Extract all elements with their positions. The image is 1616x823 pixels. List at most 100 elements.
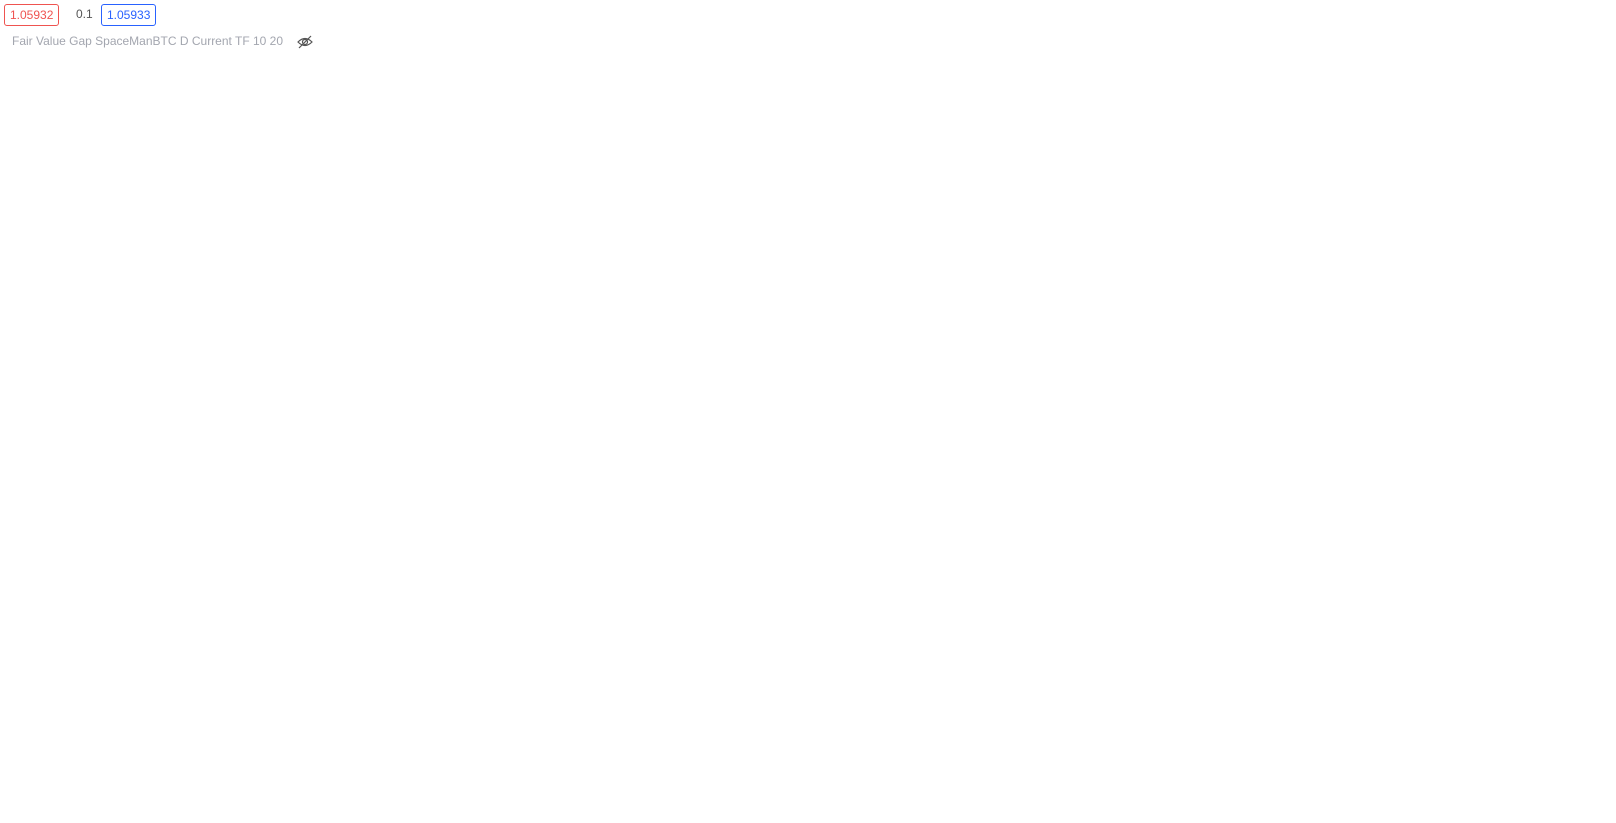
candle-body (1027, 411, 1033, 425)
candle-body (187, 204, 193, 210)
candle-body (1251, 629, 1257, 641)
y-tick-label: 1.11000 (1515, 395, 1558, 409)
candle-body (250, 166, 256, 171)
candle-body (1174, 644, 1180, 667)
candle-body (1237, 694, 1243, 712)
candle-body (40, 86, 46, 98)
candle-body (775, 263, 781, 272)
candle-body (1195, 644, 1201, 650)
ask-box[interactable]: 1.05933 (101, 4, 157, 26)
candle-body (439, 295, 445, 309)
candle-body (992, 452, 998, 458)
candle-body (530, 329, 536, 346)
candle-body (425, 317, 431, 322)
candle-body (1216, 649, 1222, 667)
candle-body (1202, 644, 1208, 658)
candle-body (999, 457, 1005, 460)
candle-body (740, 325, 746, 348)
candle-body (411, 353, 417, 361)
candle-body (565, 310, 571, 313)
candle-body (460, 312, 466, 324)
candle-body (334, 187, 340, 190)
candle-body (600, 308, 606, 324)
level-label-box (1504, 689, 1564, 706)
candle-body (579, 299, 585, 322)
candle-body (670, 286, 676, 309)
candle-body (964, 420, 970, 447)
candle-body (1244, 640, 1250, 695)
current-price-box (1504, 613, 1566, 644)
y-tick-label: 1.16000 (1515, 180, 1559, 194)
candle-body (397, 321, 403, 337)
indicator-label: Fair Value Gap SpaceManBTC D Current TF … (12, 34, 284, 48)
candle-body (348, 239, 354, 251)
candle-body (782, 265, 788, 272)
y-tick-label: 1.17000 (1515, 137, 1559, 151)
candle-body (1104, 541, 1110, 546)
candle-body (649, 245, 655, 253)
candle-body (586, 286, 592, 300)
bid-box[interactable]: 1.05932 (4, 4, 60, 26)
candle-body (138, 150, 144, 188)
candle-body (859, 351, 865, 371)
candle-body (54, 90, 60, 95)
candle-body (684, 295, 690, 309)
candle-body (194, 207, 200, 210)
candle-body (432, 295, 438, 322)
candle-body (1146, 610, 1152, 654)
candle-body (831, 291, 837, 309)
candle-body (481, 297, 487, 309)
y-tick-label: 1.13000 (1515, 309, 1559, 323)
y-tick-label: 1.04000 (1515, 697, 1559, 711)
candle-body (726, 360, 732, 387)
candle-body (705, 312, 711, 330)
candle-body (1090, 502, 1096, 522)
y-tick-label: 1.14000 (1515, 266, 1559, 280)
candle-body (117, 133, 123, 149)
candle-body (110, 146, 116, 149)
candle-body (943, 435, 949, 453)
candle-body (180, 204, 186, 212)
candle-body (1020, 377, 1026, 412)
y-tick-label: 1.10000 (1515, 439, 1559, 453)
candle-body (894, 420, 900, 499)
candle-body (201, 207, 207, 218)
candle-body (12, 73, 18, 89)
y-tick-label: 1.06000 (1515, 611, 1559, 625)
level-label: 1.04174 (1512, 690, 1556, 704)
candle-body (327, 187, 333, 197)
candle-body (68, 92, 74, 98)
candle-body (824, 286, 830, 309)
y-tick-label: 1.08000 (1515, 525, 1559, 539)
y-tick-label: 1.07000 (1515, 568, 1559, 582)
candle-body (159, 179, 165, 192)
candle-body (551, 308, 557, 318)
candle-body (516, 304, 522, 337)
candle-body (96, 133, 102, 139)
spread: 0.1 (74, 4, 95, 24)
candle-body (558, 310, 564, 318)
y-tick-label: 1.03000 (1515, 741, 1559, 755)
candle-body (922, 420, 928, 477)
candle-body (1167, 651, 1173, 667)
candle-body (838, 291, 844, 313)
candle-body (89, 118, 95, 139)
candle-body (509, 321, 515, 337)
candle-body (1055, 498, 1061, 503)
candle-body (229, 179, 235, 186)
candle-body (369, 284, 375, 305)
candle-body (607, 314, 613, 324)
candle-body (936, 452, 942, 481)
candle-body (446, 308, 452, 318)
candle-body (292, 185, 298, 208)
candle-body (1097, 521, 1103, 542)
y-tick-label: 1.05000 (1515, 654, 1559, 668)
candle-body (614, 314, 620, 318)
hide-icon[interactable] (296, 34, 314, 50)
candle-body (733, 347, 739, 361)
candle-body (166, 179, 172, 195)
grid (0, 0, 1503, 798)
candle-body (299, 185, 305, 192)
candle-body (1013, 377, 1019, 408)
